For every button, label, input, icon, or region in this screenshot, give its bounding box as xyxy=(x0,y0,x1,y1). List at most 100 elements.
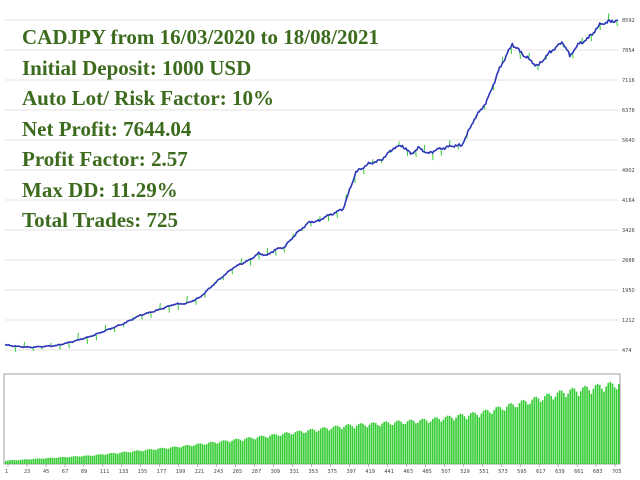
x-tick-label: 573 xyxy=(498,469,508,475)
volume-bar xyxy=(216,443,218,464)
equity-spikes xyxy=(14,13,618,352)
volume-bar xyxy=(345,424,347,464)
initial-deposit-label: Initial Deposit: 1000 USD xyxy=(22,55,252,80)
y-tick-label: 7854 xyxy=(622,48,635,54)
volume-bar xyxy=(26,459,28,464)
volume-bar xyxy=(176,446,178,464)
volume-bar xyxy=(423,418,426,464)
volume-bar xyxy=(212,441,214,464)
equity-spike xyxy=(363,168,365,175)
volume-bar xyxy=(556,392,559,464)
volume-bar xyxy=(159,448,161,464)
y-tick-label: 1212 xyxy=(622,318,635,324)
volume-bar xyxy=(362,423,364,464)
volume-bar xyxy=(21,459,24,464)
total-trades-label: Total Trades: 725 xyxy=(22,208,178,232)
volume-bar xyxy=(127,452,130,464)
volume-bar xyxy=(290,434,292,464)
volume-bar xyxy=(254,439,257,464)
equity-spike xyxy=(177,303,179,311)
volume-bar xyxy=(55,457,58,464)
volume-bar xyxy=(618,384,620,464)
volume-bar xyxy=(453,420,455,464)
volume-bar xyxy=(303,433,305,464)
volume-bar xyxy=(372,422,375,464)
volume-bar xyxy=(522,399,525,464)
x-tick-label: 133 xyxy=(119,469,129,475)
volume-bar xyxy=(508,403,510,464)
volume-bar xyxy=(319,428,322,464)
volume-bar xyxy=(220,441,223,464)
volume-bar xyxy=(484,409,487,464)
volume-bar xyxy=(89,455,92,464)
volume-bar xyxy=(366,427,369,464)
volume-bar xyxy=(144,450,147,464)
x-tick-label: 221 xyxy=(195,469,205,475)
volume-bar xyxy=(334,425,337,464)
equity-spike xyxy=(231,269,233,275)
volume-bar xyxy=(438,418,440,464)
volume-bar xyxy=(328,430,331,464)
volume-bar xyxy=(615,389,618,464)
volume-bar xyxy=(171,446,174,464)
volume-bar xyxy=(281,433,284,464)
volume-bar xyxy=(93,455,96,464)
volume-bar xyxy=(374,423,377,464)
price-grid xyxy=(5,19,618,351)
volume-bar xyxy=(465,419,468,464)
volume-bar xyxy=(594,385,597,464)
x-tick-label: 485 xyxy=(422,469,432,475)
volume-bar xyxy=(537,398,540,464)
volume-bar xyxy=(459,413,462,464)
volume-bar xyxy=(9,460,11,464)
volume-bar xyxy=(165,448,168,464)
volume-bar xyxy=(317,430,320,464)
equity-spike xyxy=(86,336,88,344)
profit-factor-label: Profit Factor: 2.57 xyxy=(22,147,188,171)
volume-bar xyxy=(288,432,290,464)
volume-bar xyxy=(218,442,221,464)
volume-bar xyxy=(503,410,506,464)
x-tick-label: 45 xyxy=(43,469,49,475)
volume-bar xyxy=(476,414,478,464)
volume-bar xyxy=(43,458,45,464)
volume-bar xyxy=(13,460,16,464)
volume-bar xyxy=(497,406,500,464)
volume-bar xyxy=(300,431,303,464)
volume-bar xyxy=(100,454,102,464)
volume-bar xyxy=(271,434,273,464)
x-tick-label: 397 xyxy=(346,469,356,475)
symbol-period-label: CADJPY from 16/03/2020 to 18/08/2021 xyxy=(22,25,379,49)
volume-bar xyxy=(36,458,39,464)
volume-bar xyxy=(125,451,128,464)
volume-bar xyxy=(341,429,343,464)
volume-bar xyxy=(611,383,614,464)
volume-bar xyxy=(201,443,204,464)
volume-bar xyxy=(461,414,464,464)
volume-bar xyxy=(491,413,493,464)
x-tick-label: 287 xyxy=(252,469,262,475)
volume-bar xyxy=(142,451,144,464)
volume-bar xyxy=(385,421,388,464)
volume-bar xyxy=(501,409,504,464)
volume-bar xyxy=(203,444,206,464)
volume-bar xyxy=(224,440,227,464)
volume-bar xyxy=(324,427,326,464)
volume-bar xyxy=(472,412,474,464)
net-profit-label: Net Profit: 7644.04 xyxy=(22,116,192,141)
volume-bar xyxy=(364,425,366,464)
volume-bar xyxy=(419,420,421,464)
volume-bar xyxy=(104,454,106,464)
volume-bar xyxy=(186,444,189,464)
y-tick-label: 8592 xyxy=(622,18,635,24)
volume-bar xyxy=(577,395,580,464)
volume-bar xyxy=(440,421,443,464)
x-tick-label: 331 xyxy=(290,469,300,475)
volume-bar xyxy=(117,453,119,464)
volume-bar xyxy=(267,437,269,464)
volume-bar xyxy=(415,423,417,464)
volume-bar xyxy=(457,415,459,464)
volume-bar xyxy=(558,390,561,464)
volume-bar xyxy=(421,418,424,464)
volume-bar xyxy=(83,455,85,464)
